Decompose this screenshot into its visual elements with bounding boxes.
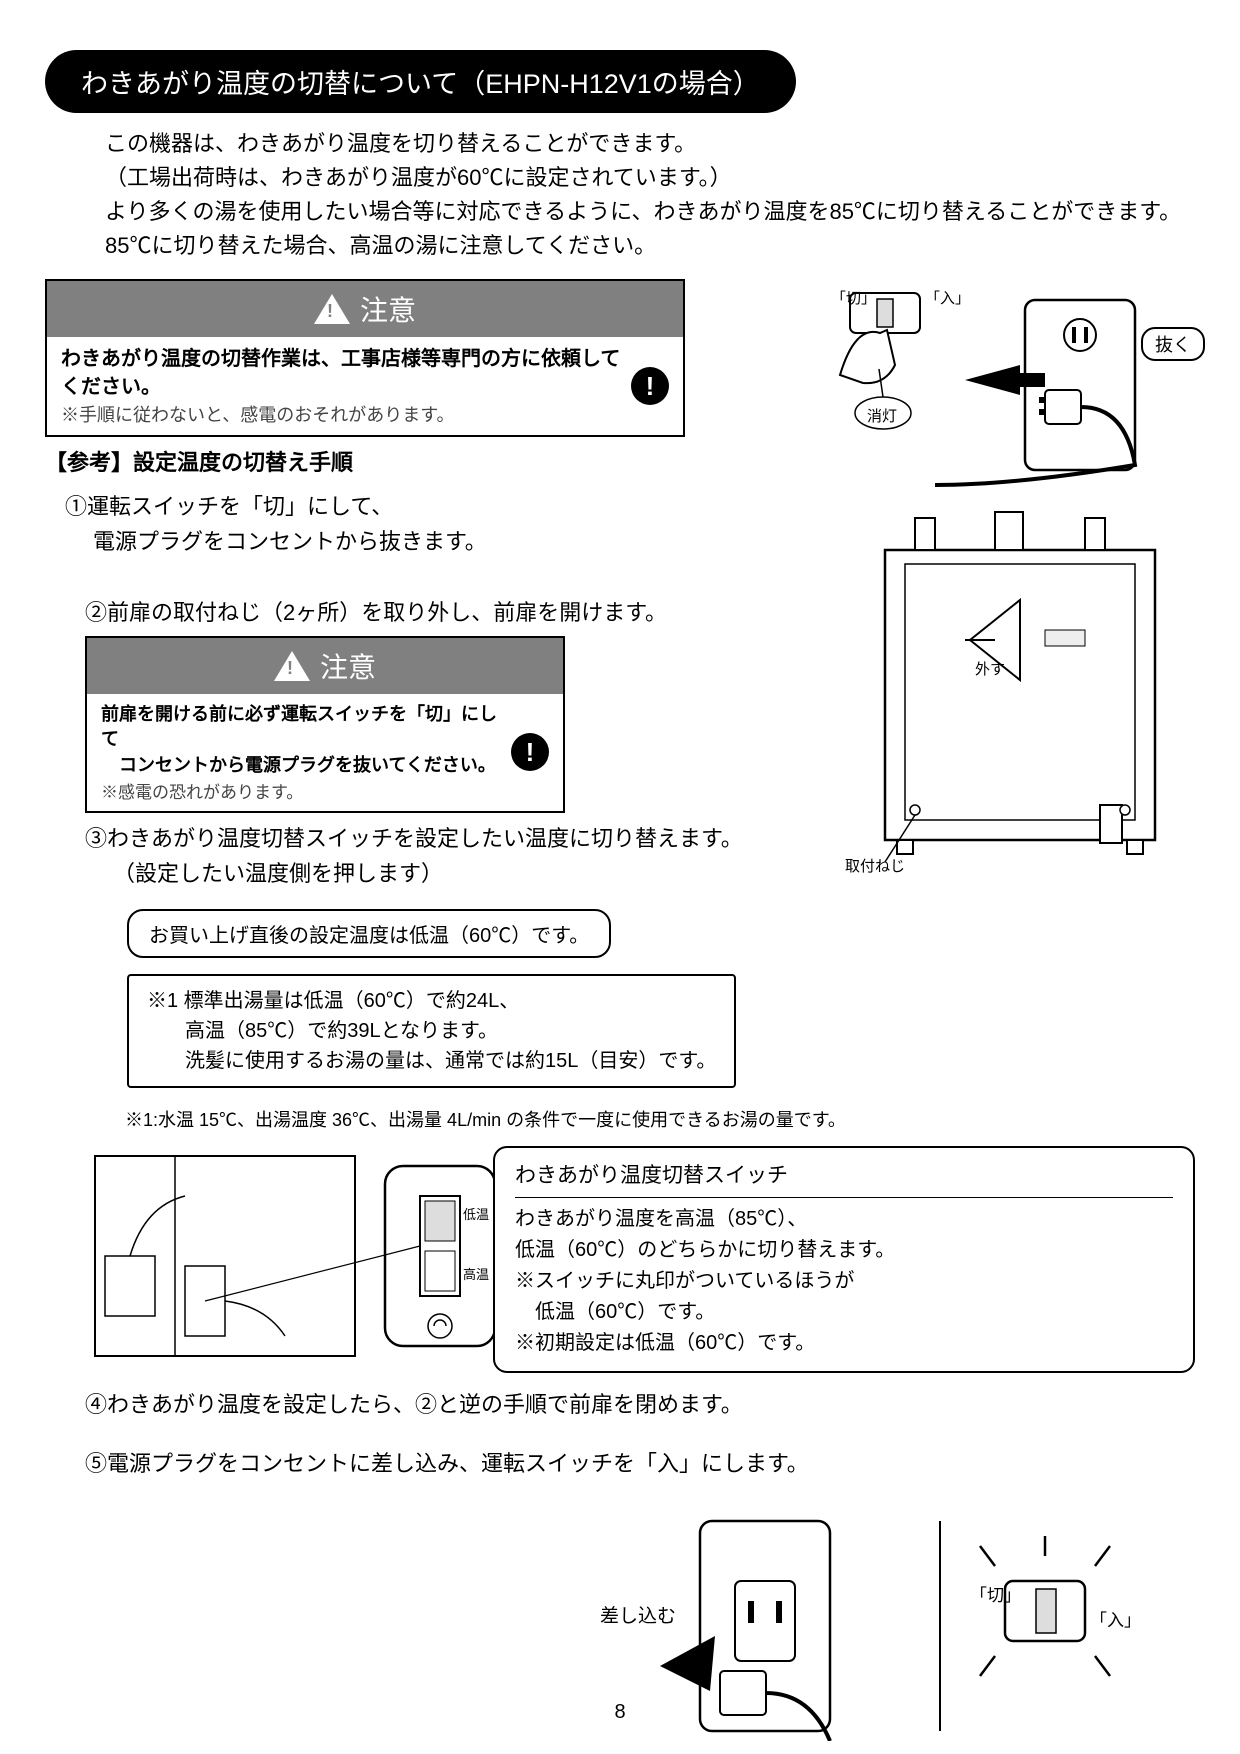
caution-box-1: 注意 わきあがり温度の切替作業は、工事店様等専門の方に依頼してください。 ※手順… bbox=[45, 279, 685, 437]
label-off: 「切」 bbox=[970, 1581, 1021, 1606]
switch-illustration bbox=[85, 1146, 505, 1366]
figure-switch-on: 「切」 「入」 bbox=[920, 1511, 1150, 1741]
page-title: わきあがり温度の切替について（EHPN-H12V1の場合） bbox=[45, 50, 796, 113]
caution-header: 注意 bbox=[47, 281, 683, 337]
unplug-illustration bbox=[825, 285, 1195, 495]
switch-description-box: わきあがり温度切替スイッチ わきあがり温度を高温（85℃）、 低温（60℃）のど… bbox=[493, 1146, 1195, 1373]
default-temp-pill: お買い上げ直後の設定温度は低温（60℃）です。 bbox=[127, 909, 611, 958]
label-off: 「切」 bbox=[831, 287, 876, 308]
caution-note-text: ※手順に従わないと、感電のおそれがあります。 bbox=[61, 401, 621, 427]
label-unplug: 抜く bbox=[1141, 327, 1205, 361]
label-plugin: 差し込む bbox=[600, 1601, 676, 1628]
footnote-1: ※1:水温 15℃、出湯温度 36℃、出湯量 4L/min の条件で一度に使用で… bbox=[125, 1106, 1195, 1132]
info-line: 高温（85℃）で約39Lとなります。 bbox=[185, 1016, 716, 1046]
caution-header: 注意 bbox=[87, 638, 563, 694]
page-number: 8 bbox=[614, 1701, 625, 1724]
label-lamp-off: 消灯 bbox=[867, 405, 897, 426]
label-screw: 取付ねじ bbox=[845, 855, 905, 876]
exclamation-circle-icon: ! bbox=[511, 733, 549, 771]
switch-title: わきあがり温度切替スイッチ bbox=[515, 1160, 1173, 1198]
switch-desc-line: 低温（60℃）のどちらかに切り替えます。 bbox=[515, 1235, 1173, 1266]
label-high-temp: 高温 bbox=[463, 1264, 489, 1283]
intro-line: より多くの湯を使用したい場合等に対応できるように、わきあがり温度を85℃に切り替… bbox=[105, 195, 1195, 229]
intro-line: この機器は、わきあがり温度を切り替えることができます。 bbox=[105, 127, 1195, 161]
caution-header-text: 注意 bbox=[360, 289, 416, 329]
intro-text: この機器は、わきあがり温度を切り替えることができます。 （工場出荷時は、わきあが… bbox=[105, 127, 1195, 263]
intro-line: （工場出荷時は、わきあがり温度が60℃に設定されています。） bbox=[105, 161, 1195, 195]
figure-unit: 外す 取付ねじ bbox=[845, 510, 1195, 880]
figure-unplug: 「切」 「入」 消灯 抜く bbox=[825, 285, 1195, 495]
info-line: 洗髪に使用するお湯の量は、通常では約15L（目安）です。 bbox=[185, 1046, 716, 1076]
label-on: 「入」 bbox=[1090, 1606, 1141, 1631]
step-4: ④わきあがり温度を設定したら、②と逆の手順で前扉を閉めます。 bbox=[85, 1387, 1195, 1422]
caution-header-text: 注意 bbox=[320, 646, 376, 686]
figure-switch: 低温 高温 bbox=[85, 1146, 505, 1366]
switch-desc-line: ※初期設定は低温（60℃）です。 bbox=[515, 1328, 1173, 1359]
info-line: ※1 標準出湯量は低温（60℃）で約24L、 bbox=[147, 986, 716, 1016]
caution-note-text: ※感電の恐れがあります。 bbox=[101, 778, 501, 803]
warning-triangle-icon bbox=[314, 294, 350, 324]
caution-main-text: わきあがり温度の切替作業は、工事店様等専門の方に依頼してください。 bbox=[61, 345, 621, 401]
step-5: ⑤電源プラグをコンセントに差し込み、運転スイッチを「入」にします。 bbox=[85, 1446, 1195, 1481]
switch-desc-line: わきあがり温度を高温（85℃）、 bbox=[515, 1204, 1173, 1235]
unit-illustration bbox=[845, 510, 1195, 880]
output-volume-box: ※1 標準出湯量は低温（60℃）で約24L、 高温（85℃）で約39Lとなります… bbox=[127, 974, 736, 1088]
figure-plugin: 差し込む bbox=[600, 1511, 880, 1741]
exclamation-circle-icon: ! bbox=[631, 367, 669, 405]
step-1-line1: ①運転スイッチを「切」にして、 bbox=[65, 489, 685, 524]
label-on: 「入」 bbox=[925, 287, 970, 308]
step-1-line2: 電源プラグをコンセントから抜きます。 bbox=[93, 524, 685, 559]
warning-triangle-icon bbox=[274, 651, 310, 681]
caution-box-2: 注意 前扉を開ける前に必ず運転スイッチを「切」にして コンセントから電源プラグを… bbox=[85, 636, 565, 813]
label-remove: 外す bbox=[975, 658, 1005, 679]
switch-desc-line: 低温（60℃）です。 bbox=[515, 1297, 1173, 1328]
intro-line: 85℃に切り替えた場合、高温の湯に注意してください。 bbox=[105, 229, 1195, 263]
label-low-temp: 低温 bbox=[463, 1204, 489, 1223]
caution-main-text: コンセントから電源プラグを抜いてください。 bbox=[119, 753, 501, 778]
switch-desc-line: ※スイッチに丸印がついているほうが bbox=[515, 1266, 1173, 1297]
caution-main-text: 前扉を開ける前に必ず運転スイッチを「切」にして bbox=[101, 702, 501, 752]
reference-heading: 【参考】設定温度の切替え手順 bbox=[45, 445, 685, 480]
